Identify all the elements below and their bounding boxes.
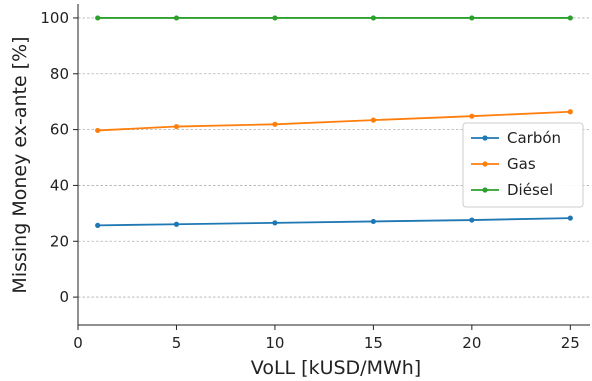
legend-label-1: Gas	[507, 155, 536, 173]
x-tick-label-10: 10	[265, 334, 284, 352]
x-axis-label: VoLL [kUSD/MWh]	[251, 357, 421, 379]
data-point-2-4	[469, 15, 475, 21]
series-line-1	[97, 110, 571, 132]
data-point-1-2	[272, 121, 278, 127]
data-point-2-0	[95, 15, 101, 21]
legend-label-0: Carbón	[507, 129, 561, 147]
x-tick-label-0: 0	[73, 334, 83, 352]
legend-box	[462, 122, 584, 208]
data-point-1-1	[173, 123, 180, 130]
legend-marker-0	[482, 135, 488, 141]
data-point-1-4	[469, 113, 475, 119]
data-point-0-2	[272, 220, 278, 226]
legend-marker-2	[482, 187, 488, 193]
data-point-0-5	[567, 215, 573, 221]
y-tick-label-20: 20	[50, 232, 69, 250]
series-line-0	[97, 217, 571, 227]
x-tick-label-15: 15	[364, 334, 383, 352]
series-lines	[95, 15, 573, 228]
x-tick-label-5: 5	[172, 334, 182, 352]
y-tick-label-80: 80	[50, 65, 69, 83]
data-point-0-1	[173, 221, 180, 227]
data-point-0-3	[370, 218, 376, 225]
x-tick-label-25: 25	[561, 334, 580, 352]
y-ticks: 0 20 40 60 80 100	[40, 9, 78, 306]
x-ticks: 0 5 10 15 20 25	[73, 325, 580, 352]
data-point-1-5	[567, 109, 573, 115]
y-axis-label: Missing Money ex-ante [%]	[9, 36, 31, 293]
data-point-2-5	[567, 15, 573, 21]
data-point-1-3	[370, 117, 376, 123]
data-point-0-0	[95, 222, 101, 228]
data-point-2-2	[272, 15, 278, 21]
data-point-2-1	[173, 15, 180, 21]
y-tick-label-100: 100	[40, 9, 69, 27]
axes	[77, 4, 590, 326]
x-tick-label-20: 20	[462, 334, 481, 352]
data-point-2-3	[370, 15, 376, 21]
y-tick-label-40: 40	[50, 176, 69, 194]
data-point-1-0	[95, 127, 101, 134]
legend-label-2: Diésel	[507, 181, 553, 199]
y-tick-label-60: 60	[50, 121, 69, 139]
legend-marker-1	[482, 161, 488, 167]
legend: Carbón Gas Diésel	[462, 122, 584, 208]
data-point-0-4	[469, 217, 475, 223]
y-tick-label-0: 0	[59, 288, 69, 306]
